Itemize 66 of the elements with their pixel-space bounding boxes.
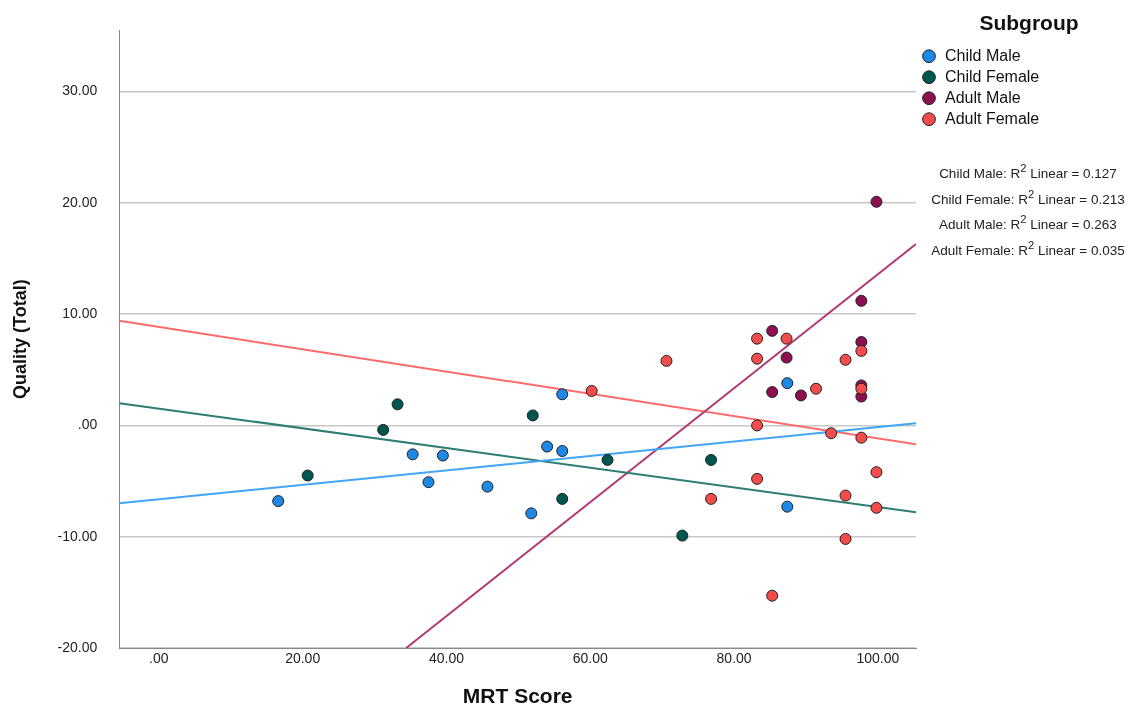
text: Child Male: R$^{2}$ Linear = 0.127 [938, 161, 1118, 183]
legend-title: Subgroup [979, 11, 1079, 35]
point [556, 388, 569, 401]
point [794, 389, 807, 402]
point [751, 332, 764, 345]
point [870, 466, 883, 479]
point [781, 500, 794, 513]
point [556, 492, 569, 505]
y-tick-label: 20.00 [62, 193, 98, 210]
point [855, 431, 868, 444]
point [751, 352, 764, 365]
y-axis-title: Quality (Total) [9, 279, 30, 400]
point [585, 384, 598, 397]
point [839, 489, 852, 502]
legend-label: Child Male [945, 46, 1021, 64]
x-tick-label: 60.00 [572, 650, 608, 667]
point [705, 453, 718, 466]
point [855, 294, 868, 307]
point [301, 469, 314, 482]
point [391, 398, 404, 411]
point [660, 354, 673, 367]
text: Adult Female: R$^{2}$ Linear = 0.035 [930, 237, 1126, 259]
point [766, 589, 779, 602]
point [751, 472, 764, 485]
point [870, 195, 883, 208]
y-tick-label: 10.00 [62, 305, 98, 322]
point [810, 382, 823, 395]
legend-label: Adult Female [945, 109, 1040, 127]
point [541, 440, 554, 453]
x-tick-label: 80.00 [716, 650, 752, 667]
x-tick-label: 40.00 [428, 650, 465, 667]
point [780, 351, 793, 364]
y-tick-label: -10.00 [57, 527, 98, 544]
y-tick-label: -20.00 [57, 638, 98, 655]
point [525, 507, 538, 520]
point [870, 501, 883, 514]
y-tick-label: 30.00 [62, 82, 98, 99]
legend-label: Child Female [945, 67, 1040, 85]
point [601, 453, 614, 466]
point [781, 377, 794, 390]
point [766, 324, 779, 337]
point [839, 353, 852, 366]
x-axis-title: MRT Score [462, 684, 573, 708]
point [422, 476, 435, 489]
text: Adult Male: R$^{2}$ Linear = 0.263 [938, 212, 1118, 234]
point [705, 492, 718, 505]
x-tick-label: .00 [149, 650, 169, 667]
point [377, 423, 390, 436]
point [436, 449, 449, 462]
point [825, 427, 838, 440]
text: Child Female: R$^{2}$ Linear = 0.213 [930, 186, 1126, 208]
point [839, 532, 852, 545]
x-tick-label: 20.00 [285, 650, 321, 667]
point [676, 529, 689, 542]
point [481, 480, 494, 493]
point [855, 344, 868, 357]
y-tick-label: .00 [77, 416, 98, 433]
point [406, 448, 419, 461]
point [751, 419, 764, 432]
x-tick-label: 100.00 [856, 650, 900, 667]
point [526, 409, 539, 422]
point [556, 445, 569, 458]
point [766, 386, 779, 399]
legend-label: Adult Male [945, 88, 1021, 106]
point [780, 332, 793, 345]
point [272, 495, 285, 508]
